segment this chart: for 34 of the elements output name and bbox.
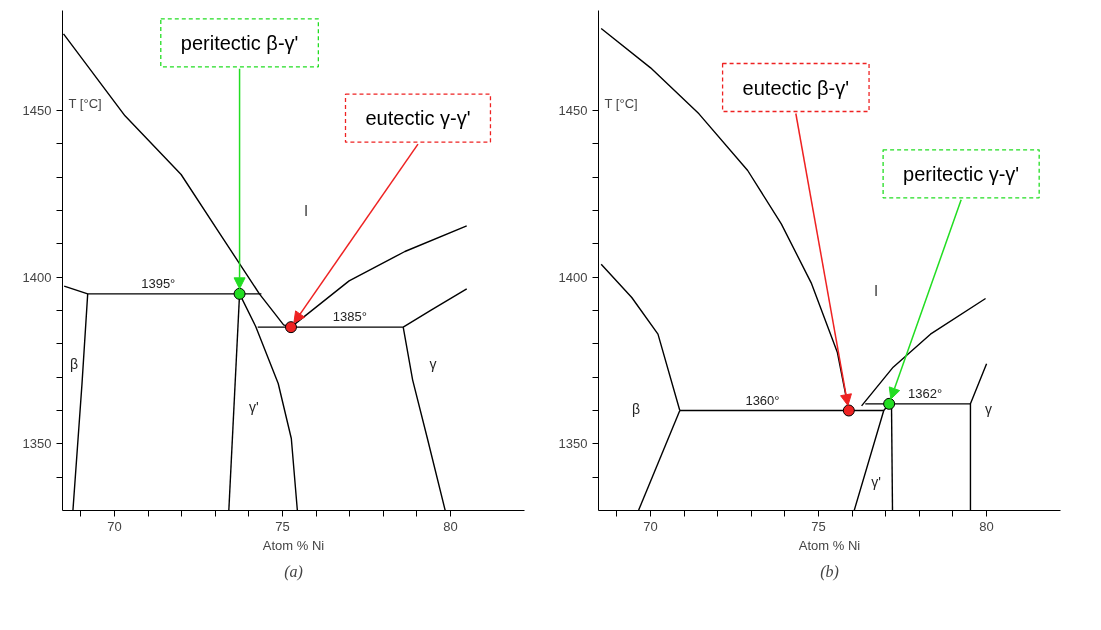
annotation: 1360°: [745, 392, 780, 408]
annotation: peritectic β-γ': [180, 31, 299, 54]
y-tick-label: 1450: [22, 103, 52, 118]
annotation: γ: [429, 356, 437, 372]
x-tick-label: 70: [107, 518, 122, 534]
annotation: β: [631, 401, 640, 417]
y-tick-label: 1400: [22, 269, 52, 285]
annotation: γ': [248, 399, 259, 415]
text: (b): [820, 562, 839, 581]
annotation: β: [70, 356, 79, 372]
annotation: γ': [871, 474, 882, 490]
annotation: l: [874, 282, 878, 299]
y-axis-title: T [°C]: [68, 95, 102, 111]
annotation: l: [304, 202, 308, 219]
x-tick-label: 75: [275, 518, 290, 534]
y-tick-label: 1350: [558, 436, 588, 452]
annotation: peritectic γ-γ': [903, 162, 1020, 185]
text: (a): [284, 562, 303, 581]
annotation: eutectic γ-γ': [365, 107, 471, 130]
x-tick-label: 70: [643, 518, 658, 534]
annotation: 1385°: [332, 309, 367, 325]
x-axis-title: Atom % Ni: [262, 537, 325, 553]
x-axis-title: Atom % Ni: [798, 537, 861, 553]
annotation: 1362°: [908, 385, 943, 401]
x-tick-label: 75: [811, 518, 826, 534]
x-tick-label: 80: [979, 518, 994, 534]
y-tick-label: 1400: [558, 269, 588, 285]
annotation: 1395°: [141, 275, 176, 291]
x-tick-label: 80: [443, 518, 458, 534]
y-tick-label: 1450: [558, 103, 588, 118]
y-tick-label: 1350: [22, 436, 52, 452]
y-axis-title: T [°C]: [604, 95, 638, 111]
annotation: γ: [984, 401, 992, 417]
annotation: eutectic β-γ': [742, 76, 850, 99]
